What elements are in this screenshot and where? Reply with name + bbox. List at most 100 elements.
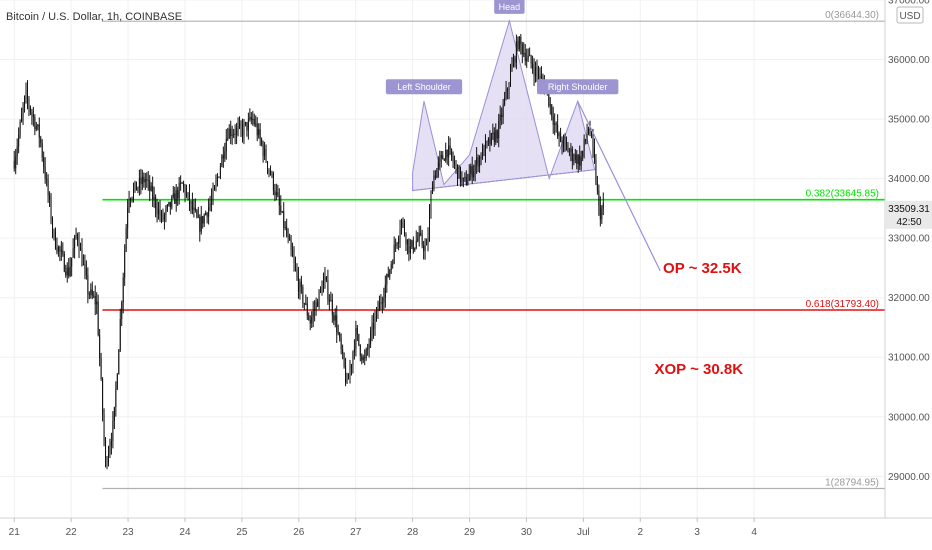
pattern-label-text: Left Shoulder: [397, 82, 451, 92]
neckline: [412, 169, 595, 192]
candle-body: [482, 147, 484, 159]
candle-body: [193, 207, 195, 210]
candle-body: [560, 133, 562, 142]
candle-body: [38, 124, 40, 138]
candle-body: [172, 193, 174, 197]
chart-title: Bitcoin / U.S. Dollar, 1h, COINBASE: [6, 11, 182, 23]
candle-body: [121, 302, 123, 319]
candle-body: [275, 192, 277, 195]
candle-body: [403, 223, 405, 235]
pattern-label-bg: [536, 79, 619, 95]
y-tick-label: 29000.00: [888, 472, 930, 483]
candle-body: [345, 366, 347, 383]
candle-body: [563, 138, 565, 147]
candle-body: [50, 199, 52, 221]
candle-body: [72, 248, 74, 258]
x-tick-label: 2: [637, 527, 643, 538]
candle-body: [411, 240, 413, 247]
candle-body: [160, 212, 162, 216]
candle-body: [536, 66, 538, 74]
candle-body: [152, 186, 154, 200]
candle-body: [368, 344, 370, 349]
candle-body: [471, 166, 473, 178]
candle-body: [178, 182, 180, 199]
candle-body: [75, 234, 77, 237]
pattern-labels: Left Shoulder Head Right Shoulder: [385, 0, 619, 95]
candle-body: [487, 138, 489, 142]
candle-body: [271, 173, 273, 175]
candle-body: [401, 220, 403, 231]
candle-body: [102, 378, 104, 415]
candle-body: [430, 194, 432, 214]
x-tick-label: 25: [236, 527, 248, 538]
candle-body: [381, 302, 383, 304]
candle-body: [361, 355, 363, 361]
candle-body: [412, 240, 414, 251]
candle-body: [533, 68, 535, 77]
grid: [0, 0, 885, 518]
candle-body: [149, 180, 151, 191]
candle-body: [339, 333, 341, 338]
candle-body: [507, 88, 509, 91]
candle-body: [474, 164, 476, 172]
candle-body: [268, 169, 270, 171]
candle-body: [122, 277, 124, 303]
candle-body: [290, 240, 292, 250]
candle-body: [517, 40, 519, 50]
candle-body: [211, 198, 213, 204]
time-axis[interactable]: 21 22 23 24 25 26 27 28 29 30 Jul 2 3 4: [9, 518, 758, 538]
candle-body: [16, 146, 18, 157]
candle-body: [353, 349, 355, 352]
candle-body: [236, 128, 238, 135]
candle-body: [206, 213, 208, 217]
y-tick-label: 30000.00: [888, 412, 930, 423]
candle-body: [346, 378, 348, 383]
candle-body: [502, 104, 504, 118]
candle-body: [342, 349, 344, 354]
candle-body: [90, 289, 92, 295]
candle-body: [330, 300, 332, 302]
candle-body: [590, 133, 592, 136]
fibonacci-labels: 0(36644.30) 0.382(33645.85) 0.618(31793.40…: [806, 10, 879, 488]
candle-body: [196, 210, 198, 218]
candle-body: [93, 295, 95, 297]
candle-body: [133, 188, 135, 198]
price-axis[interactable]: 29000.00 30000.00 31000.00 32000.00 33000.00…: [888, 0, 930, 483]
candle-body: [66, 267, 68, 276]
candle-body: [470, 166, 472, 175]
head-and-shoulders-pattern: [412, 18, 596, 192]
candle-body: [524, 52, 526, 62]
candle-body: [588, 128, 590, 135]
candle-body: [358, 333, 360, 345]
candle-body: [365, 349, 367, 358]
pattern-label-bg: [494, 0, 525, 14]
candle-body: [269, 170, 271, 175]
candle-body: [255, 123, 257, 125]
candle-body: [515, 40, 517, 63]
candle-body: [468, 174, 470, 181]
candle-body: [599, 205, 601, 220]
candle-body: [540, 75, 542, 78]
candle-body: [426, 244, 428, 246]
candle-body: [52, 220, 54, 230]
pattern-label-text: Head: [499, 2, 521, 12]
candle-body: [496, 130, 498, 139]
candle-body: [564, 138, 566, 142]
candle-body: [284, 226, 286, 228]
candle-body: [222, 155, 224, 159]
candle-body: [499, 114, 501, 121]
candle-body: [321, 288, 323, 293]
candle-body: [504, 98, 506, 105]
candle-body: [570, 148, 572, 152]
candle-body: [156, 208, 158, 214]
currency-badge[interactable]: USD: [896, 6, 924, 24]
candle-body: [165, 208, 167, 215]
candle-body: [601, 208, 603, 220]
candle-body: [177, 190, 179, 199]
candle-body: [247, 119, 249, 131]
x-tick-label: 30: [521, 527, 533, 538]
candle-body: [501, 114, 503, 118]
candle-body: [214, 186, 216, 191]
candle-body: [427, 237, 429, 245]
x-tick-label: 23: [122, 527, 134, 538]
